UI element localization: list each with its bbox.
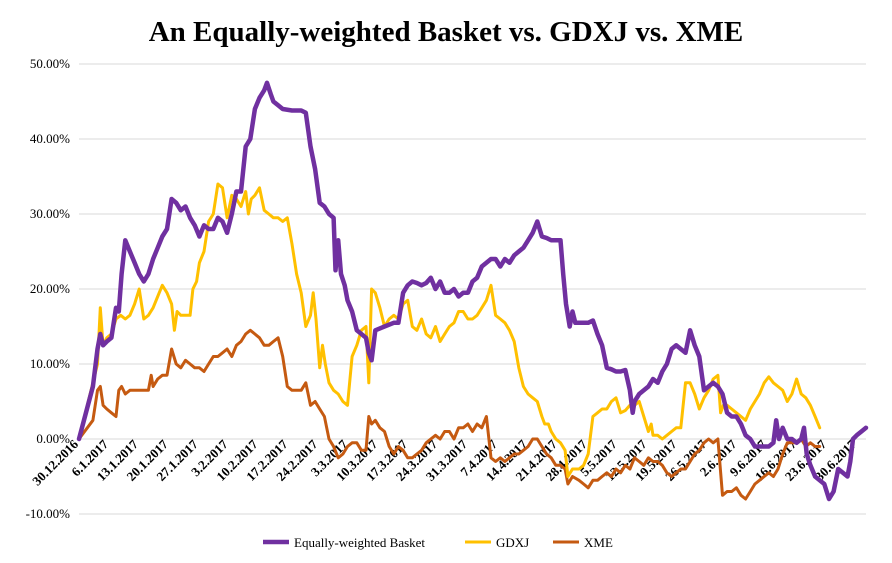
y-tick-label: 0.00% (36, 431, 70, 446)
series-line-gdxj (77, 182, 822, 478)
y-axis-ticks: -10.00% 0.00% 10.00% 20.00% 30.00% 40.00% 50.0… (26, 56, 71, 521)
series-line-equally-weighted-basket (76, 80, 869, 502)
legend-label: XME (584, 535, 613, 550)
series-line-xme (77, 328, 822, 501)
x-axis-ticks: 30.12.20166.1.201713.1.201720.1.201727.1… (29, 436, 859, 488)
y-tick-label: 30.00% (30, 206, 70, 221)
y-tick-label: 50.00% (30, 56, 70, 71)
y-tick-label: 40.00% (30, 131, 70, 146)
chart-title: An Equally-weighted Basket vs. GDXJ vs. … (149, 16, 744, 48)
series-lines (76, 80, 869, 502)
legend: Equally-weighted Basket GDXJ XME (263, 535, 613, 550)
legend-label: Equally-weighted Basket (294, 535, 425, 550)
y-tick-label: 20.00% (30, 281, 70, 296)
y-tick-label: -10.00% (26, 506, 71, 521)
y-tick-label: 10.00% (30, 356, 70, 371)
legend-label: GDXJ (496, 535, 529, 550)
